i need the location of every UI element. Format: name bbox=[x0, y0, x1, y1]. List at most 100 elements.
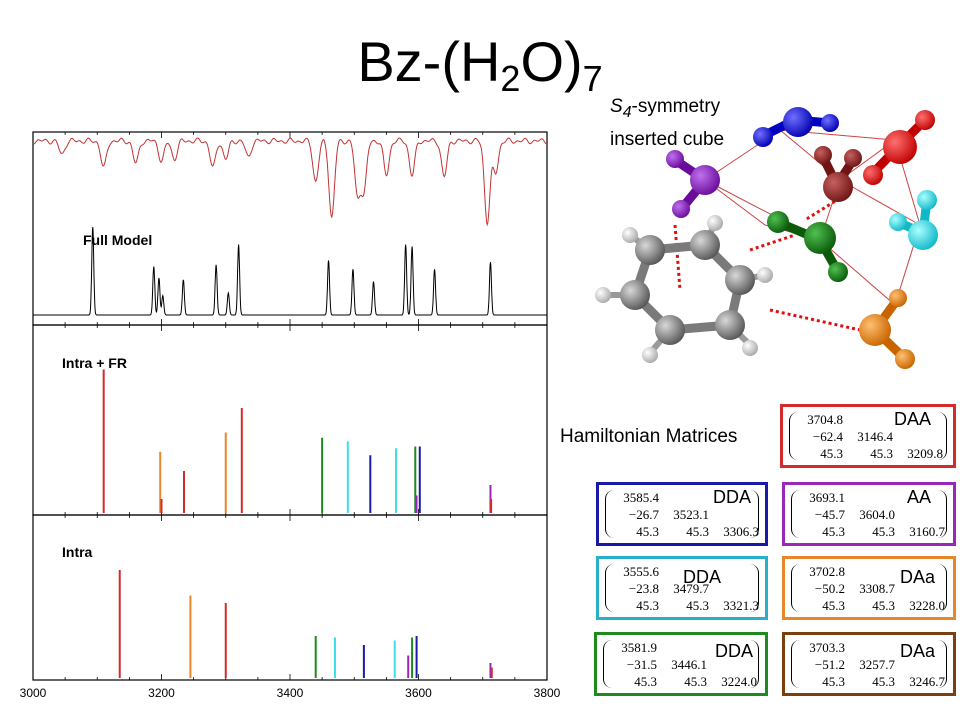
symmetry-label: S4-symmetry inserted cube bbox=[610, 93, 724, 153]
matrix-cell: 45.3 bbox=[822, 524, 845, 539]
matrix-row: −31.5 3446.1 bbox=[597, 657, 765, 673]
matrix-cell: −50.2 bbox=[814, 581, 845, 596]
matrix-row: 3581.9 bbox=[597, 640, 765, 656]
matrix-right-paren bbox=[937, 564, 947, 612]
matrix-right-paren bbox=[749, 490, 759, 538]
panel-label-1: Intra + FR bbox=[62, 355, 127, 371]
matrix-cell: 3146.4 bbox=[857, 429, 893, 444]
matrix-right-paren bbox=[937, 412, 947, 460]
panel-frame-1 bbox=[32, 324, 548, 516]
matrix-cell: −45.7 bbox=[814, 507, 845, 522]
matrix-tag: DDA bbox=[712, 487, 751, 507]
matrix-cell: 3693.1 bbox=[809, 490, 845, 505]
matrix-cell: 45.3 bbox=[870, 446, 893, 461]
matrix-row: 45.3 45.3 3246.7 bbox=[785, 674, 953, 690]
matrix-cell: 3555.6 bbox=[623, 564, 659, 579]
symmetry-s: S bbox=[610, 96, 623, 117]
title-base: Bz-(H bbox=[357, 30, 501, 93]
x-tick-label: 3800 bbox=[534, 686, 561, 700]
x-tick-label: 3600 bbox=[405, 686, 432, 700]
matrix-tag: AA bbox=[906, 487, 931, 507]
matrix-cell: 3604.0 bbox=[859, 507, 895, 522]
matrix-cell: 3224.0 bbox=[721, 674, 757, 689]
title-sub-2: 7 bbox=[582, 58, 603, 99]
matrix-cell: −31.5 bbox=[626, 657, 657, 672]
matrix-row: 3704.8 bbox=[783, 412, 953, 428]
x-tick-label: 3400 bbox=[277, 686, 304, 700]
matrix-cell: −26.7 bbox=[628, 507, 659, 522]
matrix-row: −50.2 3308.7 bbox=[785, 581, 953, 597]
matrix-box-daa: 3702.8 −50.2 3308.7 45.3 45.3 3228.0 DAa bbox=[782, 556, 956, 620]
matrix-right-paren bbox=[937, 640, 947, 688]
matrix-cell: 45.3 bbox=[872, 598, 895, 613]
matrix-cell: 45.3 bbox=[822, 598, 845, 613]
matrix-tag: DAa bbox=[899, 567, 935, 587]
matrix-left-paren bbox=[791, 564, 801, 612]
matrix-row: 45.3 45.3 3160.7 bbox=[785, 524, 953, 540]
matrix-right-paren bbox=[749, 640, 759, 688]
matrix-cell: 3160.7 bbox=[909, 524, 945, 539]
matrix-row: 45.3 45.3 3321.3 bbox=[599, 598, 765, 614]
matrix-left-paren bbox=[791, 640, 801, 688]
matrix-cell: 3704.8 bbox=[807, 412, 843, 427]
matrix-cell: 45.3 bbox=[684, 674, 707, 689]
title-mid: O) bbox=[520, 30, 583, 93]
matrix-cell: −62.4 bbox=[812, 429, 843, 444]
matrix-cell: −23.8 bbox=[628, 581, 659, 596]
matrix-row: 45.3 45.3 3209.8 bbox=[783, 446, 953, 462]
matrix-row: 45.3 45.3 3224.0 bbox=[597, 674, 765, 690]
panel-frame-2 bbox=[32, 514, 548, 681]
matrix-cell: 3585.4 bbox=[623, 490, 659, 505]
matrix-left-paren bbox=[791, 490, 801, 538]
matrix-right-paren bbox=[749, 564, 759, 612]
matrix-row: −51.2 3257.7 bbox=[785, 657, 953, 673]
panel-label-2: Intra bbox=[62, 544, 93, 560]
matrix-cell: 45.3 bbox=[636, 524, 659, 539]
matrix-box-daa: 3703.3 −51.2 3257.7 45.3 45.3 3246.7 DAa bbox=[782, 632, 956, 696]
matrix-tag: DAa bbox=[899, 641, 935, 661]
matrix-left-paren bbox=[603, 640, 613, 688]
matrix-cell: 3246.7 bbox=[909, 674, 945, 689]
matrix-cell: 45.3 bbox=[634, 674, 657, 689]
matrix-cell: 45.3 bbox=[872, 674, 895, 689]
matrix-left-paren bbox=[605, 490, 615, 538]
matrix-tag: DDA bbox=[714, 641, 753, 661]
symmetry-sub: 4 bbox=[622, 103, 632, 121]
matrix-row: 3703.3 bbox=[785, 640, 953, 656]
matrix-cell: 45.3 bbox=[686, 598, 709, 613]
matrix-cell: −51.2 bbox=[814, 657, 845, 672]
water-molecules bbox=[666, 107, 938, 369]
matrix-cell: 3306.3 bbox=[723, 524, 759, 539]
matrix-cell: 45.3 bbox=[820, 446, 843, 461]
matrix-box-daa: 3704.8 −62.4 3146.4 45.3 45.3 3209.8 DAA bbox=[780, 404, 956, 468]
experimental-spectrum bbox=[32, 137, 547, 227]
matrix-cell: 3308.7 bbox=[859, 581, 895, 596]
symmetry-line2: inserted cube bbox=[610, 128, 725, 150]
matrix-cell: 45.3 bbox=[872, 524, 895, 539]
slide-title: Bz-(H2O)7 bbox=[0, 30, 960, 111]
matrix-row: −26.7 3523.1 bbox=[599, 507, 765, 523]
panel-frame-0 bbox=[32, 131, 548, 326]
matrix-row: 3585.4 bbox=[599, 490, 765, 506]
matrix-row: −62.4 3146.4 bbox=[783, 429, 953, 445]
matrix-box-dda: 3581.9 −31.5 3446.1 45.3 45.3 3224.0 DDA bbox=[594, 632, 768, 696]
matrix-cell: 45.3 bbox=[686, 524, 709, 539]
matrix-row: 3693.1 bbox=[785, 490, 953, 506]
x-tick-label: 3000 bbox=[20, 686, 47, 700]
matrix-cell: 3479.7 bbox=[673, 581, 709, 596]
matrix-cell: 3523.1 bbox=[673, 507, 709, 522]
matrix-cell: 3581.9 bbox=[621, 640, 657, 655]
benzene-atoms bbox=[595, 215, 773, 363]
x-tick-label: 3200 bbox=[148, 686, 175, 700]
matrix-cell: 45.3 bbox=[636, 598, 659, 613]
title-sub-1: 2 bbox=[500, 58, 521, 99]
matrix-box-dda: 3555.6 −23.8 3479.7 45.3 45.3 3321.3 DDA bbox=[596, 556, 768, 620]
matrix-row: 3555.6 bbox=[599, 564, 765, 580]
matrix-right-paren bbox=[937, 490, 947, 538]
matrix-cell: 3228.0 bbox=[909, 598, 945, 613]
matrix-tag: DAA bbox=[893, 409, 931, 429]
matrix-row: −23.8 3479.7 bbox=[599, 581, 765, 597]
model-spectrum bbox=[33, 226, 547, 316]
chart-layer: Full Model Intra + FR Intra 3000 3200 3400 360… bbox=[20, 131, 561, 700]
